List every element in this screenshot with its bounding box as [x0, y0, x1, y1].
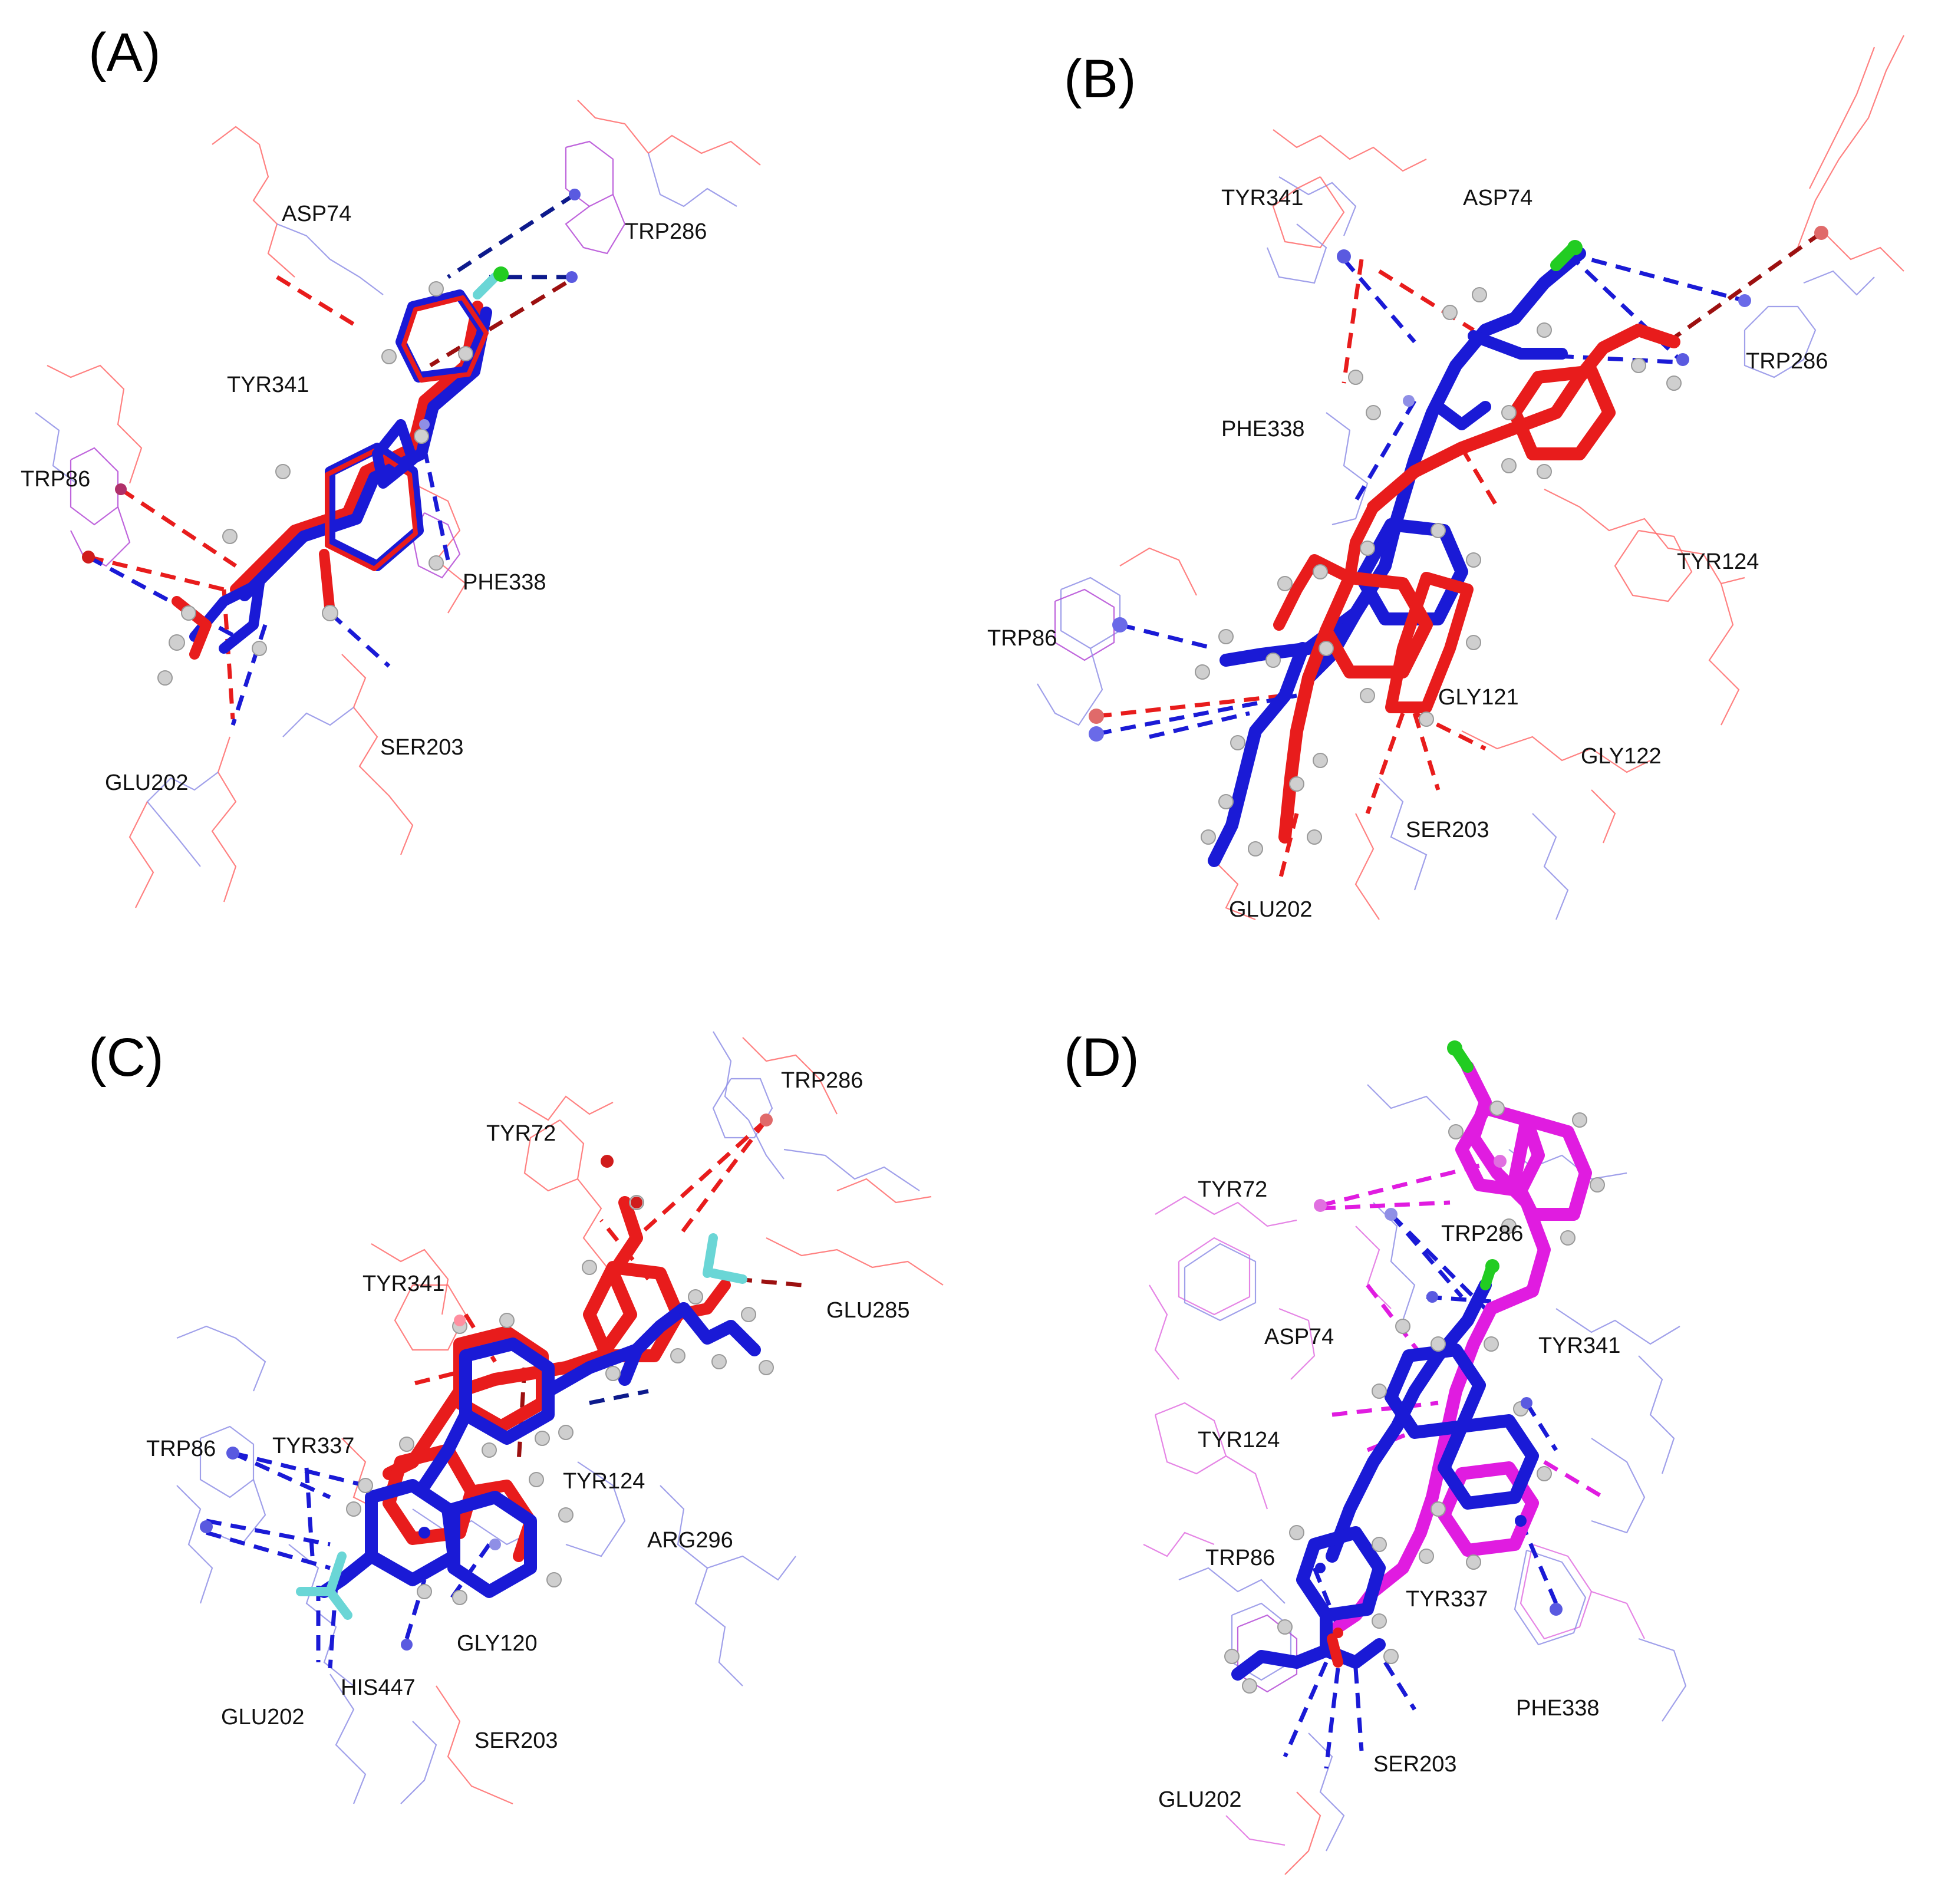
panel-a-letter: (A) [88, 22, 161, 83]
panel-c-ligands [296, 1196, 761, 1620]
panel-c-labels: TRP286 TYR72 TYR341 GLU285 TRP86 TYR337 … [146, 1068, 910, 1753]
residue-label: SER203 [1406, 818, 1489, 842]
panel-b: (B) TYR341 ASP74 TRP286 PHE338 TYR124 TR… [987, 35, 1904, 922]
panel-b-centroids [1089, 226, 1828, 742]
residue-label: GLU202 [105, 770, 189, 795]
panel-a-centroids [82, 189, 581, 564]
panel-c-centroids [200, 1114, 773, 1651]
residue-label: TRP86 [146, 1437, 216, 1461]
panel-d-ligands [1231, 1040, 1592, 1681]
panel-c-letter: (C) [88, 1027, 164, 1088]
residue-label: ASP74 [282, 202, 351, 226]
residue-label: ASP74 [1463, 186, 1532, 210]
residue-label: TRP86 [1205, 1546, 1275, 1570]
panel-a-residue-wires [35, 100, 761, 908]
residue-label: GLU202 [221, 1705, 305, 1730]
residue-label: TYR337 [272, 1434, 354, 1458]
residue-label: GLY122 [1581, 744, 1662, 769]
residue-label: PHE338 [1516, 1696, 1600, 1721]
panel-d-labels: TYR72 TRP286 ASP74 TYR341 TYR124 TRP86 T… [1158, 1177, 1620, 1812]
residue-label: TRP86 [987, 626, 1057, 651]
panel-b-residue-wires [1037, 35, 1904, 921]
residue-label: ASP74 [1264, 1325, 1334, 1349]
panel-a-labels: ASP74 TRP286 TYR341 TRP86 PHE338 SER203 … [21, 202, 707, 795]
panel-d-letter: (D) [1064, 1027, 1139, 1088]
residue-label: TRP286 [1746, 349, 1828, 374]
panel-b-ligands [1208, 240, 1680, 867]
residue-label: TYR124 [563, 1469, 645, 1494]
panel-b-hydrogens [1195, 287, 1682, 857]
residue-label: TRP286 [1441, 1221, 1523, 1246]
panel-a-interactions [87, 193, 576, 726]
residue-label: TYR72 [486, 1121, 556, 1146]
residue-label: TYR341 [362, 1271, 444, 1296]
residue-label: GLU202 [1158, 1787, 1242, 1812]
residue-label: PHE338 [463, 570, 546, 595]
residue-label: GLU202 [1229, 897, 1313, 922]
residue-label: GLU285 [826, 1298, 910, 1323]
panel-a-ligands [172, 266, 509, 660]
residue-label: TYR124 [1198, 1428, 1280, 1452]
panel-b-labels: TYR341 ASP74 TRP286 PHE338 TYR124 TRP86 … [987, 186, 1828, 922]
panel-d-hydrogens [1224, 1101, 1605, 1694]
panel-d: (D) TYR72 TRP286 ASP74 TYR341 TYR124 TRP… [1064, 1027, 1687, 1875]
panel-d-centroids [1314, 1155, 1563, 1638]
panel-c-residue-wires [176, 1031, 944, 1805]
panel-c: (C) TRP286 TYR72 TYR341 GLU285 TRP86 TYR… [88, 1027, 944, 1805]
residue-label: TRP86 [21, 467, 90, 492]
panel-a: (A) ASP74 TRP286 TYR341 TRP86 PHE338 SER… [21, 22, 761, 908]
residue-label: SER203 [474, 1728, 558, 1753]
panel-a-hydrogens [157, 281, 473, 686]
residue-label: GLY120 [457, 1631, 538, 1656]
residue-label: GLY121 [1438, 685, 1519, 710]
residue-label: ARG296 [647, 1528, 733, 1553]
residue-label: TYR341 [1538, 1333, 1620, 1358]
residue-label: PHE338 [1221, 417, 1305, 442]
residue-label: TYR337 [1406, 1587, 1488, 1612]
residue-label: TYR341 [1221, 186, 1303, 210]
residue-label: TYR124 [1677, 549, 1759, 574]
residue-label: TRP286 [625, 219, 707, 244]
residue-label: SER203 [380, 735, 464, 760]
panel-b-letter: (B) [1064, 49, 1136, 109]
residue-label: SER203 [1373, 1752, 1457, 1777]
residue-label: HIS447 [341, 1675, 416, 1700]
residue-label: TYR341 [227, 373, 309, 397]
residue-label: TRP286 [781, 1068, 863, 1093]
residue-label: TYR72 [1198, 1177, 1267, 1202]
